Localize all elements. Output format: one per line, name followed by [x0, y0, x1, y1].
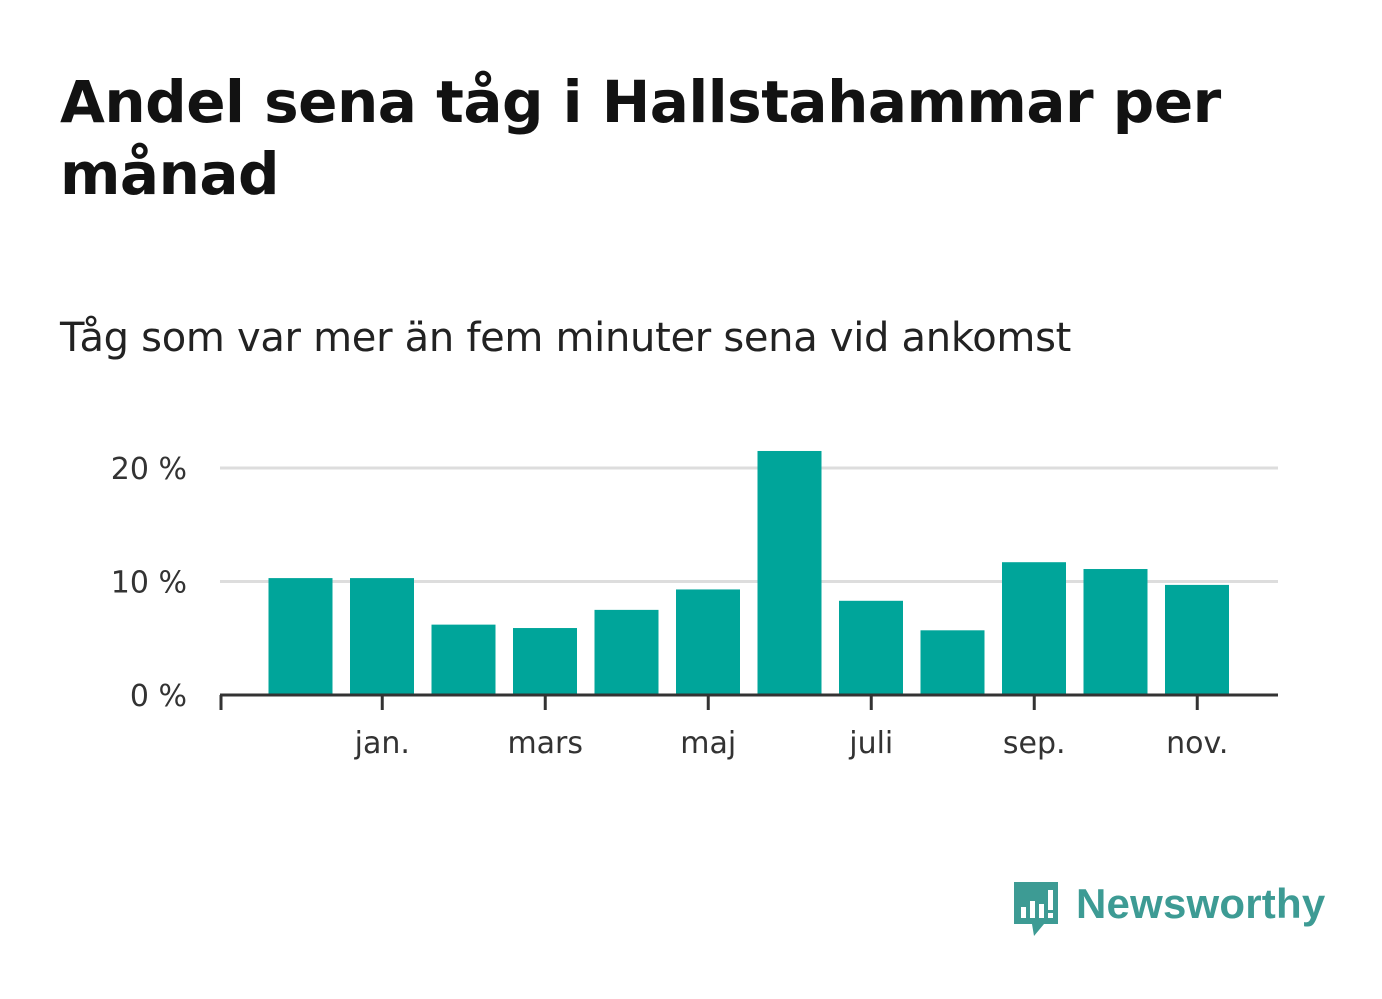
bar [350, 578, 414, 695]
bar [1165, 584, 1229, 695]
x-tick-label: nov. [1166, 726, 1228, 761]
bar [676, 589, 740, 695]
chart-subtitle: Tåg som var mer än fem minuter sena vid … [60, 315, 1072, 361]
bar [594, 609, 659, 695]
bars [268, 450, 1229, 695]
bar [1083, 569, 1148, 695]
y-tick-label: 0 % [130, 679, 187, 714]
y-tick-label: 10 % [111, 566, 187, 601]
bar [839, 600, 903, 695]
bar [920, 630, 985, 695]
x-tick-label: jan. [354, 726, 410, 761]
bar [513, 628, 577, 695]
x-tick-label: maj [680, 726, 736, 761]
brand-name: Newsworthy [1076, 880, 1326, 927]
bar [268, 578, 333, 695]
bar [757, 450, 822, 695]
newsworthy-logo-icon [1014, 882, 1058, 936]
bar [431, 624, 496, 695]
bar [1002, 562, 1066, 695]
x-tick-label: sep. [1003, 726, 1066, 761]
newsworthy-logo: Newsworthy [1010, 878, 1325, 942]
axes: 0 % 10 % 20 % jan. mars maj juli sep. nov. [111, 452, 1278, 761]
gridlines [220, 466, 1278, 583]
chart-title: Andel sena tåg i Hallstahammar per månad [60, 68, 1221, 208]
y-tick-label: 20 % [111, 452, 187, 487]
x-tick-label: juli [848, 726, 893, 761]
x-tick-label: mars [507, 726, 583, 761]
